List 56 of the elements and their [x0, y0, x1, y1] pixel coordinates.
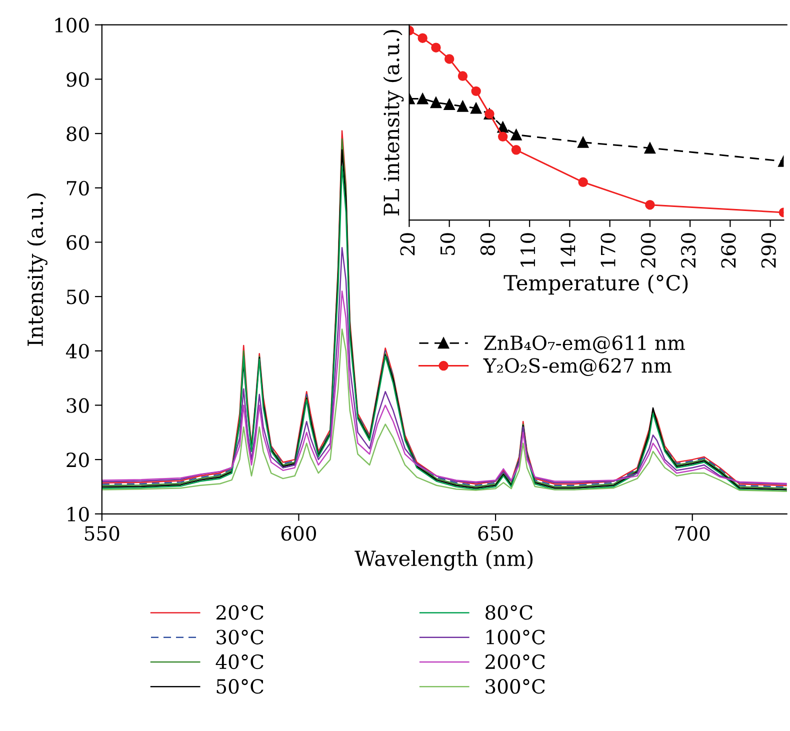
point [430, 96, 442, 108]
line-series [102, 328, 787, 492]
legend-label: ZnB₄O₇-em@611 nm [484, 335, 685, 354]
legend-label: 20°C [216, 605, 264, 620]
x-tick-label: 80 [480, 233, 496, 256]
legend-label: Y₂O₂S-em@627 nm [483, 358, 672, 376]
x-axis-title: Wavelength (nm) [354, 550, 533, 571]
point [431, 42, 441, 52]
x-tick-label: 260 [721, 233, 736, 268]
x-tick-label: 230 [681, 233, 696, 268]
legend-label: 200°C [486, 654, 545, 670]
y-axis-title: Intensity (a.u.) [26, 193, 48, 346]
legend-label: 300°C [486, 679, 545, 694]
x-tick-label: 110 [520, 233, 536, 267]
point [578, 177, 588, 187]
point [645, 200, 655, 210]
point [470, 102, 482, 114]
point [498, 132, 508, 142]
x-tick-label: 50 [440, 233, 455, 255]
legend-label: 50°C [216, 679, 264, 694]
legend-label: 100°C [486, 630, 545, 644]
point [444, 98, 455, 110]
x-axis-title: Temperature (°C) [504, 274, 688, 295]
point [471, 86, 481, 96]
y-tick-label: 60 [66, 235, 89, 250]
y-tick-label: 50 [67, 290, 89, 304]
y-tick-label: 20 [66, 452, 89, 468]
point [417, 93, 428, 104]
x-tick-label: 200 [640, 233, 656, 268]
legend-label: 80°C [486, 605, 532, 620]
point [457, 100, 468, 112]
x-tick-label: 650 [478, 526, 513, 541]
point [458, 71, 468, 81]
y-tick-label: 70 [66, 180, 89, 196]
y-tick-label: 100 [55, 18, 89, 33]
y-axis-title: PL intensity (a.u.) [383, 30, 404, 216]
x-tick-label: 290 [761, 233, 776, 268]
point [444, 54, 454, 64]
point [644, 142, 656, 154]
point [418, 33, 428, 43]
y-tick-label: 30 [66, 398, 89, 413]
point [578, 136, 589, 148]
x-tick-label: 20 [400, 233, 415, 256]
x-tick-label: 550 [85, 526, 120, 541]
x-tick-label: 700 [675, 526, 710, 541]
x-tick-label: 600 [281, 526, 316, 541]
y-tick-label: 10 [68, 506, 89, 522]
y-tick-label: 90 [66, 72, 89, 87]
legend-label: 40°C [216, 654, 264, 670]
x-tick-label: 140 [560, 233, 576, 267]
x-tick-label: 170 [600, 233, 616, 267]
y-tick-label: 80 [66, 126, 89, 142]
point [511, 145, 522, 155]
legend-label: 30°C [216, 630, 264, 644]
y-tick-label: 40 [66, 344, 89, 359]
point [510, 129, 522, 140]
